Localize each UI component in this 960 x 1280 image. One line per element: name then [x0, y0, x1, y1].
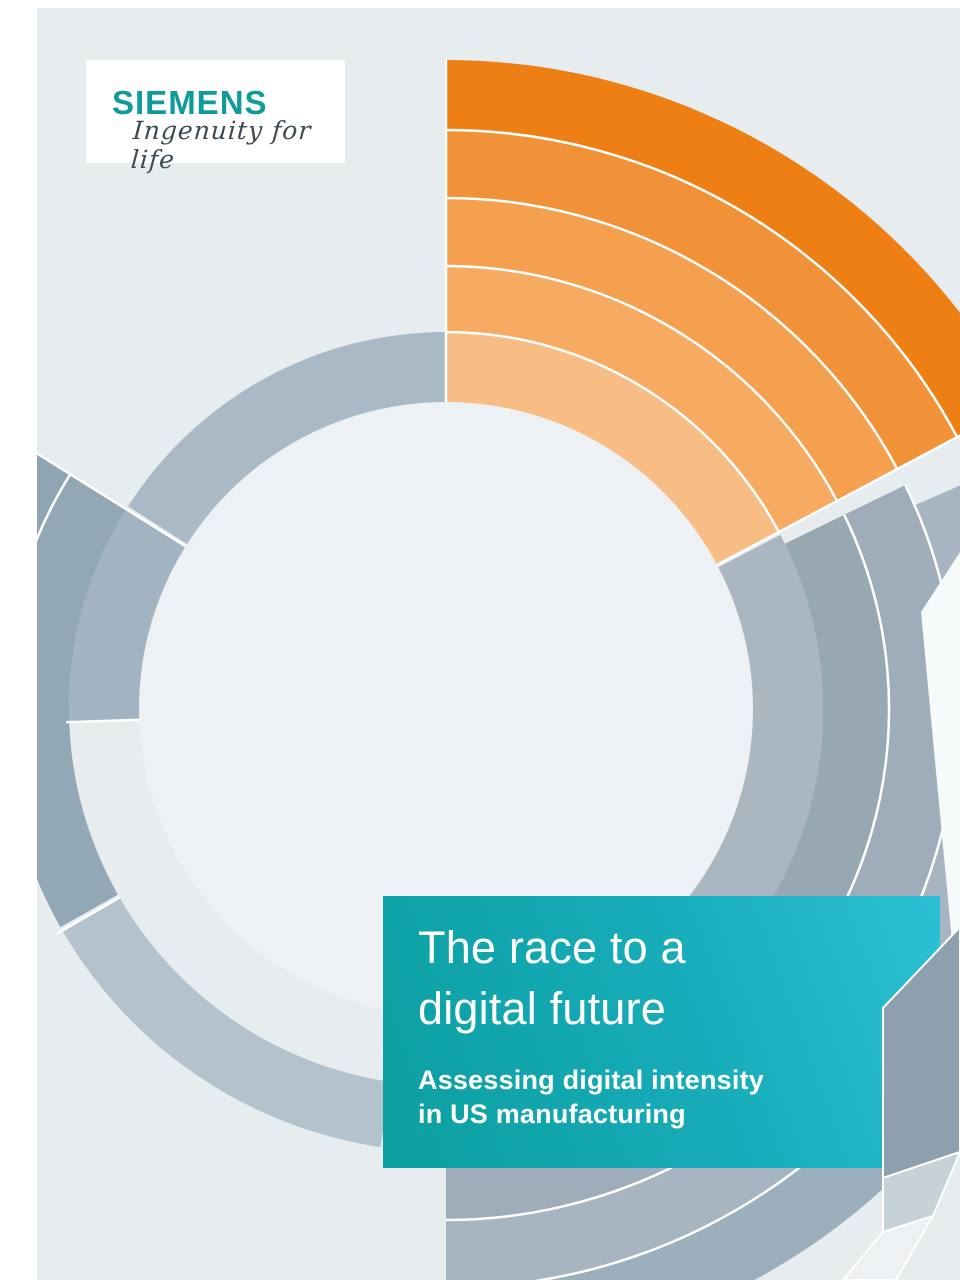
cover-title-line1: The race to a [418, 922, 686, 973]
cover-subtitle-line2: in US manufacturing [418, 1099, 686, 1129]
siemens-tagline: Ingenuity for life [129, 116, 313, 174]
cover-title-line2: digital future [418, 983, 666, 1034]
title-panel: The race to a digital future Assessing d… [383, 896, 940, 1168]
cover-title: The race to a digital future [418, 917, 920, 1039]
siemens-logo: SIEMENS Ingenuity for life [86, 60, 345, 174]
siemens-logo-text: SIEMENS [112, 84, 268, 121]
cover-subtitle: Assessing digital intensity in US manufa… [418, 1063, 920, 1131]
cover-subtitle-line1: Assessing digital intensity [418, 1065, 764, 1095]
